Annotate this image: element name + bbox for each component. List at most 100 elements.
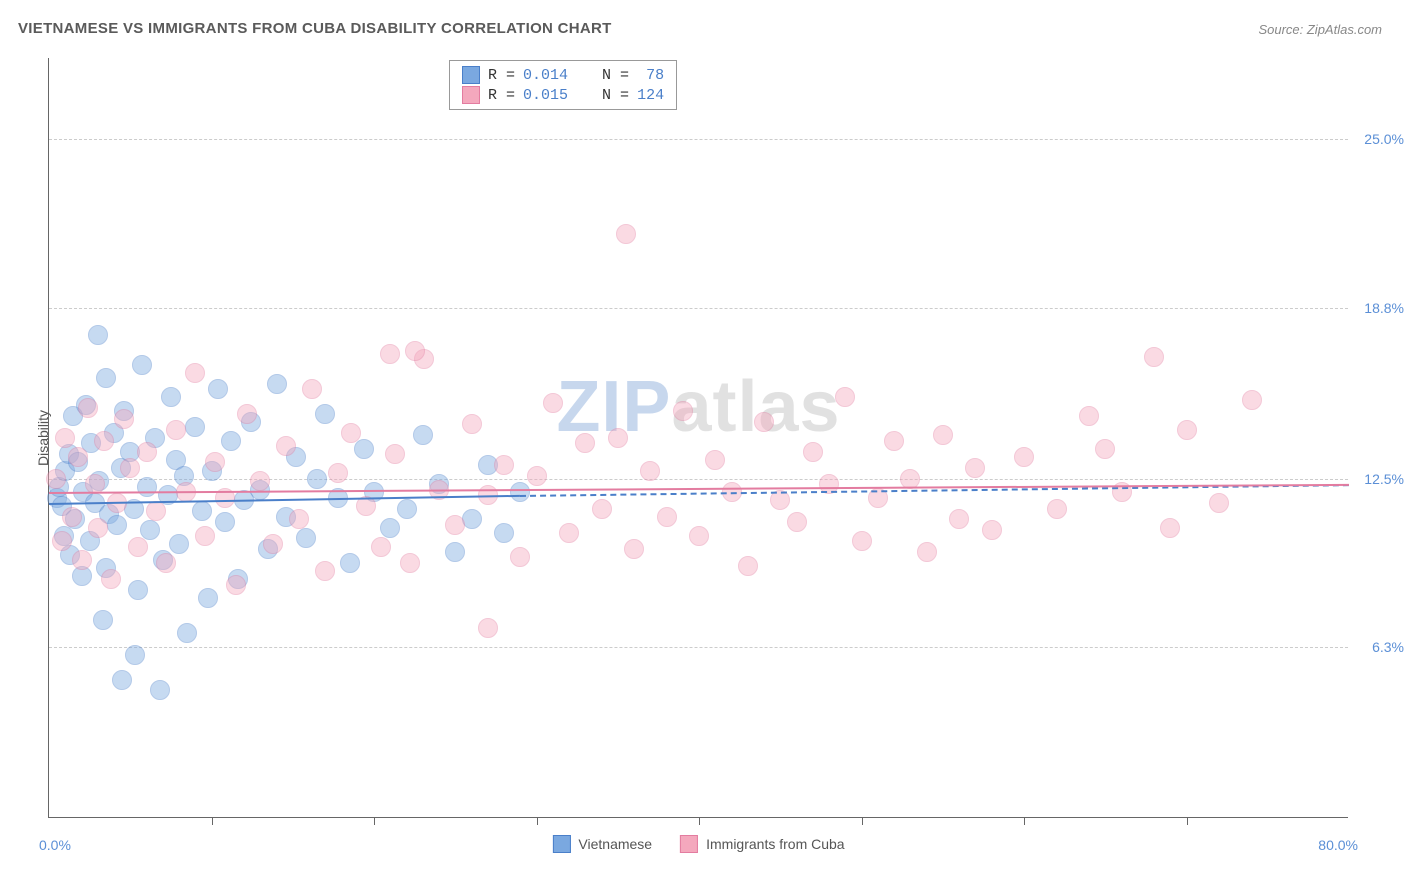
stats-legend: R = 0.014 N = 78 R = 0.015 N = 124 (449, 60, 677, 110)
legend-label-vietnamese: Vietnamese (578, 836, 652, 852)
scatter-point-cuba (302, 379, 322, 399)
scatter-point-cuba (237, 404, 257, 424)
scatter-point-cuba (78, 398, 98, 418)
scatter-point-vietnamese (354, 439, 374, 459)
scatter-point-vietnamese (161, 387, 181, 407)
scatter-point-cuba (380, 344, 400, 364)
gridline (49, 479, 1348, 480)
scatter-point-cuba (559, 523, 579, 543)
scatter-point-cuba (250, 471, 270, 491)
scatter-point-vietnamese (137, 477, 157, 497)
scatter-point-cuba (1177, 420, 1197, 440)
stats-n-label: N = (602, 87, 629, 104)
scatter-point-vietnamese (380, 518, 400, 538)
stats-row-cuba: R = 0.015 N = 124 (462, 85, 664, 105)
scatter-point-cuba (803, 442, 823, 462)
stats-n-value-cuba: 124 (637, 87, 664, 104)
scatter-point-cuba (400, 553, 420, 573)
scatter-point-cuba (608, 428, 628, 448)
scatter-point-cuba (1144, 347, 1164, 367)
scatter-point-cuba (917, 542, 937, 562)
legend-item-cuba: Immigrants from Cuba (680, 835, 844, 853)
watermark-part2: atlas (671, 367, 840, 447)
scatter-point-vietnamese (125, 645, 145, 665)
x-axis-min-label: 0.0% (39, 837, 71, 853)
scatter-point-cuba (933, 425, 953, 445)
scatter-point-vietnamese (88, 325, 108, 345)
scatter-point-vietnamese (198, 588, 218, 608)
scatter-point-vietnamese (192, 501, 212, 521)
scatter-point-cuba (543, 393, 563, 413)
watermark: ZIPatlas (556, 366, 840, 448)
stats-n-label: N = (602, 67, 629, 84)
y-tick-label: 6.3% (1372, 639, 1404, 655)
stats-r-value-vietnamese: 0.014 (523, 67, 568, 84)
scatter-point-cuba (315, 561, 335, 581)
scatter-point-cuba (405, 341, 425, 361)
scatter-point-cuba (949, 509, 969, 529)
scatter-point-cuba (328, 463, 348, 483)
scatter-point-cuba (55, 428, 75, 448)
scatter-point-cuba (341, 423, 361, 443)
scatter-point-vietnamese (340, 553, 360, 573)
chart-title: VIETNAMESE VS IMMIGRANTS FROM CUBA DISAB… (18, 20, 612, 37)
x-tick (212, 817, 213, 825)
scatter-point-vietnamese (93, 610, 113, 630)
stats-r-value-cuba: 0.015 (523, 87, 568, 104)
scatter-point-cuba (982, 520, 1002, 540)
scatter-point-cuba (128, 537, 148, 557)
legend-swatch-vietnamese (552, 835, 570, 853)
stats-r-label: R = (488, 67, 515, 84)
scatter-point-cuba (1160, 518, 1180, 538)
scatter-point-cuba (1095, 439, 1115, 459)
plot-area: ZIPatlas Disability 0.0% 80.0% R = 0.014… (48, 58, 1348, 818)
scatter-point-vietnamese (221, 431, 241, 451)
scatter-point-cuba (276, 436, 296, 456)
scatter-point-cuba (52, 531, 72, 551)
scatter-point-cuba (101, 569, 121, 589)
swatch-vietnamese (462, 66, 480, 84)
scatter-point-vietnamese (132, 355, 152, 375)
scatter-point-vietnamese (307, 469, 327, 489)
scatter-point-vietnamese (96, 368, 116, 388)
scatter-point-cuba (592, 499, 612, 519)
swatch-cuba (462, 86, 480, 104)
scatter-point-cuba (62, 507, 82, 527)
scatter-point-cuba (195, 526, 215, 546)
scatter-point-cuba (1242, 390, 1262, 410)
scatter-point-cuba (884, 431, 904, 451)
scatter-point-cuba (385, 444, 405, 464)
scatter-point-cuba (616, 224, 636, 244)
scatter-point-vietnamese (208, 379, 228, 399)
legend-swatch-cuba (680, 835, 698, 853)
scatter-point-cuba (657, 507, 677, 527)
scatter-point-cuba (852, 531, 872, 551)
scatter-point-cuba (185, 363, 205, 383)
scatter-point-vietnamese (315, 404, 335, 424)
scatter-point-cuba (88, 518, 108, 538)
scatter-point-cuba (1014, 447, 1034, 467)
scatter-point-vietnamese (445, 542, 465, 562)
scatter-point-vietnamese (215, 512, 235, 532)
scatter-point-vietnamese (397, 499, 417, 519)
scatter-point-cuba (462, 414, 482, 434)
scatter-point-cuba (137, 442, 157, 462)
scatter-point-cuba (738, 556, 758, 576)
stats-row-vietnamese: R = 0.014 N = 78 (462, 65, 664, 85)
scatter-point-cuba (156, 553, 176, 573)
bottom-legend: Vietnamese Immigrants from Cuba (552, 835, 844, 853)
gridline (49, 308, 1348, 309)
scatter-point-cuba (754, 412, 774, 432)
scatter-point-cuba (72, 550, 92, 570)
scatter-point-cuba (166, 420, 186, 440)
x-tick (537, 817, 538, 825)
scatter-point-cuba (46, 469, 66, 489)
scatter-point-vietnamese (413, 425, 433, 445)
scatter-point-cuba (120, 458, 140, 478)
scatter-point-vietnamese (150, 680, 170, 700)
y-axis-label: Disability (35, 409, 51, 465)
scatter-point-vietnamese (510, 482, 530, 502)
scatter-point-vietnamese (177, 623, 197, 643)
scatter-point-cuba (624, 539, 644, 559)
scatter-point-cuba (146, 501, 166, 521)
